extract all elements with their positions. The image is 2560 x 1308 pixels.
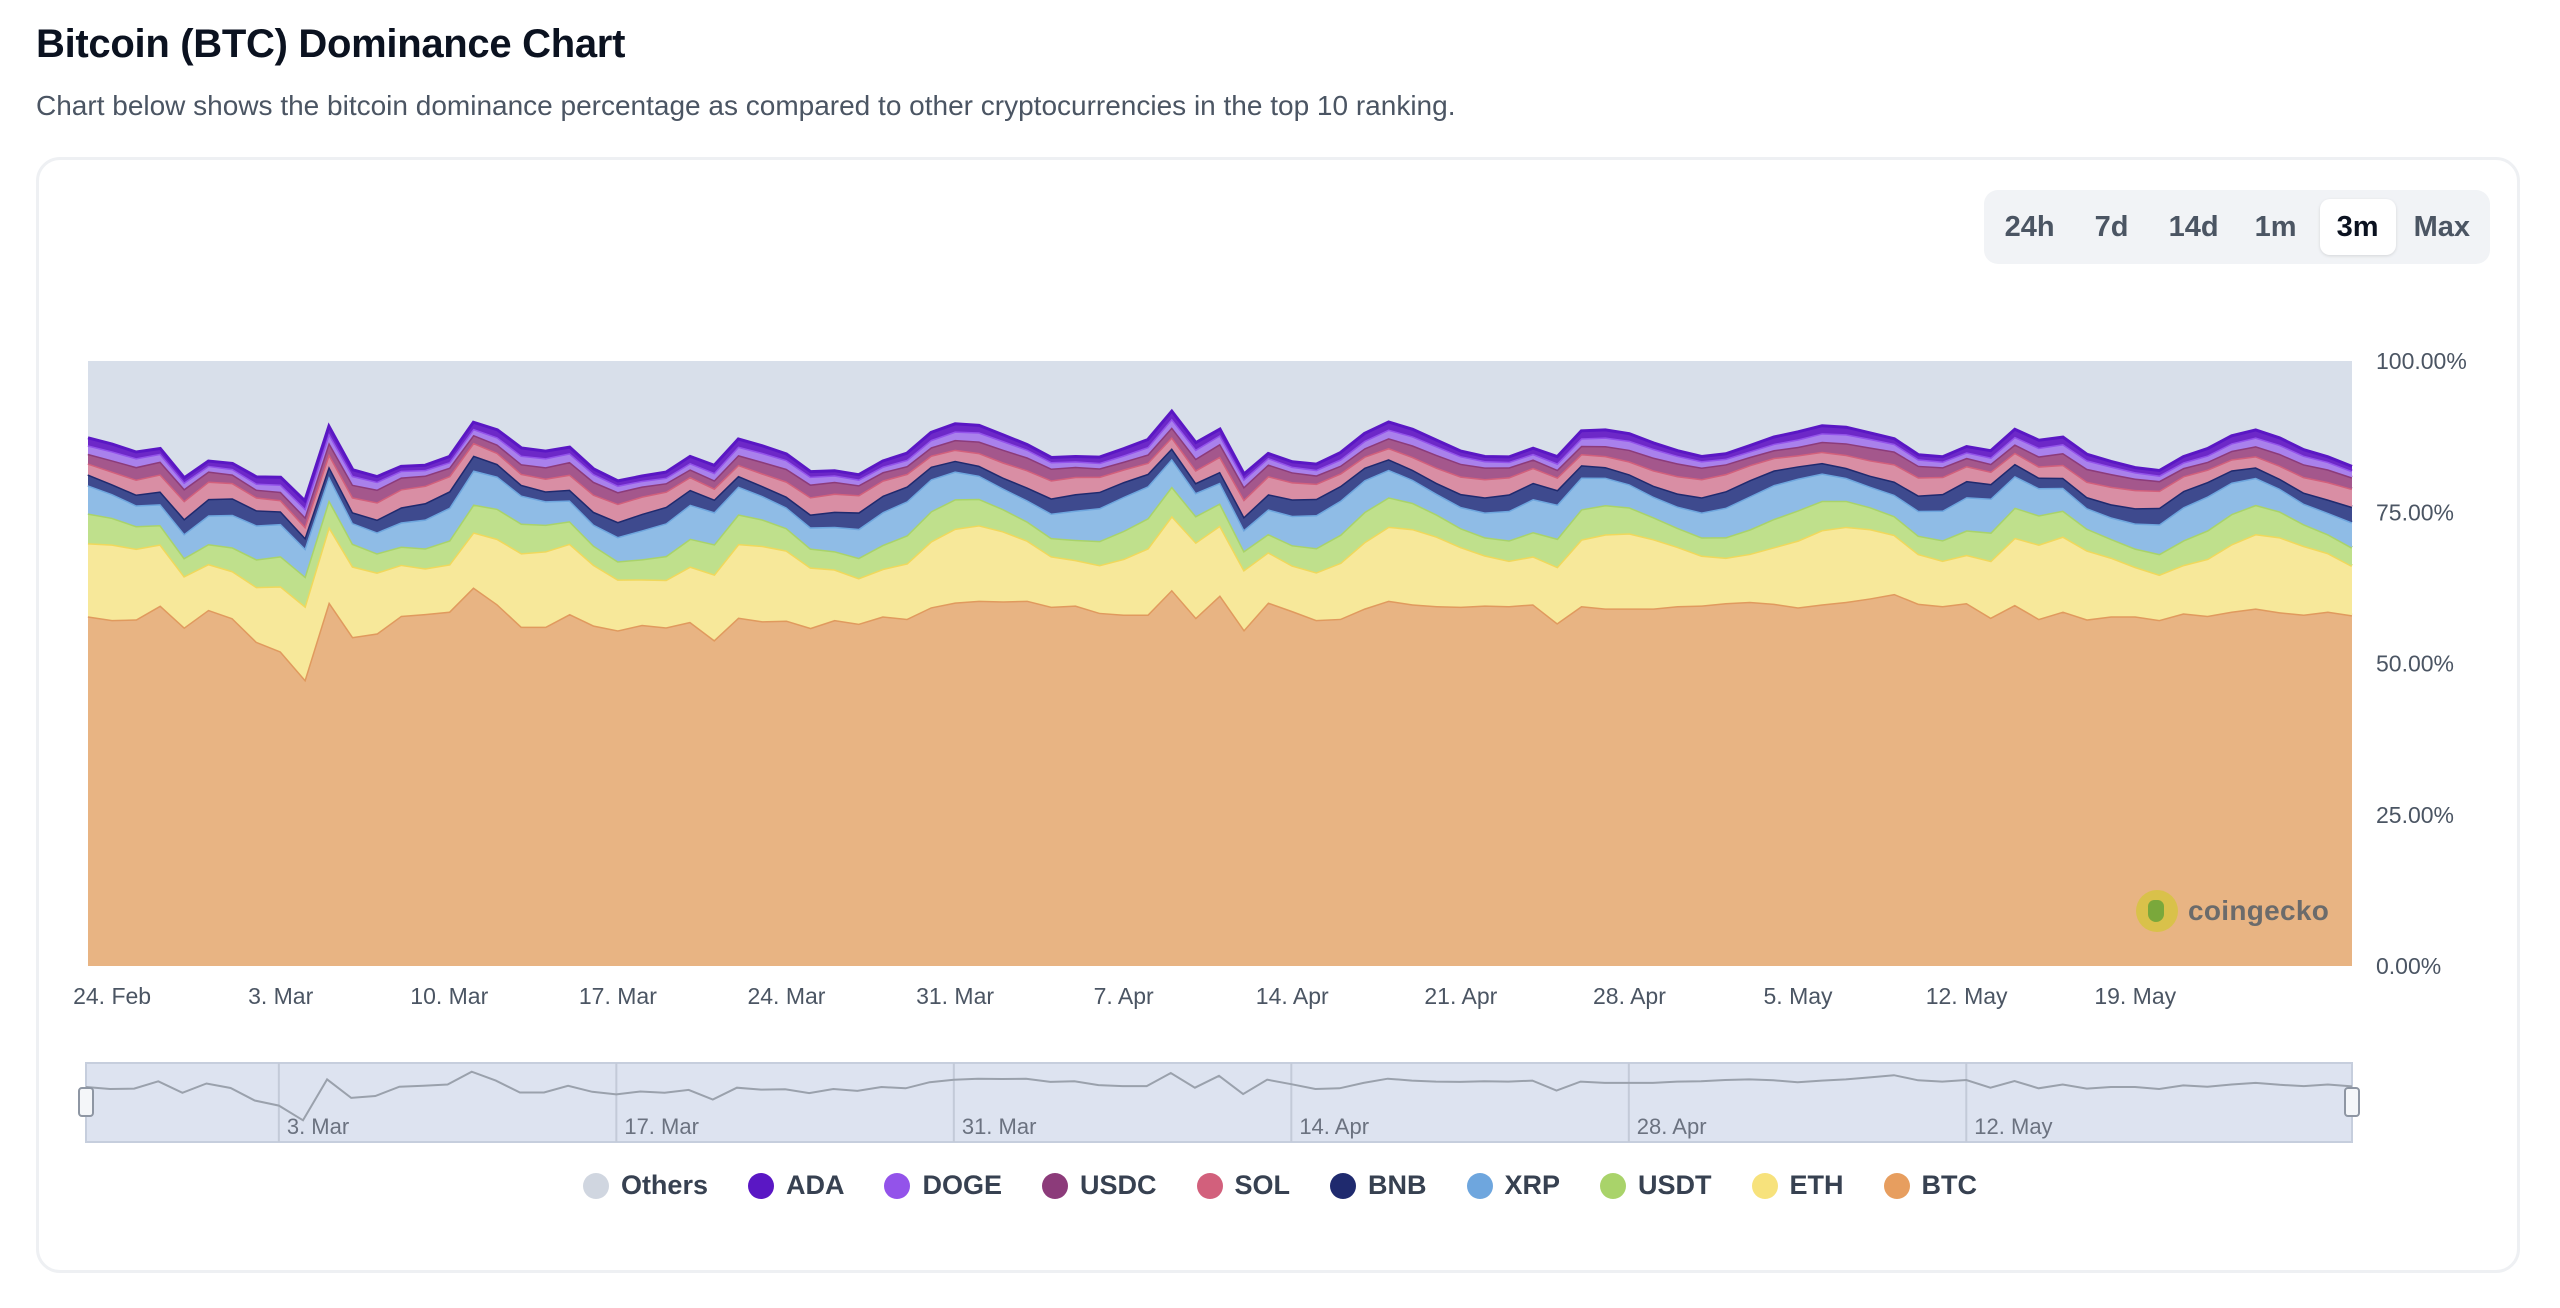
time-range-selector: 24h 7d 14d 1m 3m Max — [1983, 190, 2490, 264]
legend-label: ADA — [785, 1170, 845, 1200]
page-subtitle: Chart below shows the bitcoin dominance … — [36, 90, 1456, 121]
legend-swatch-icon — [1041, 1172, 1068, 1199]
coingecko-logo-icon — [2136, 890, 2178, 932]
legend-swatch-icon — [1466, 1172, 1493, 1199]
legend-swatch-icon — [1883, 1172, 1910, 1199]
y-tick-label: 100.00% — [2376, 348, 2467, 374]
navigator-tick-label: 3. Mar — [287, 1114, 349, 1139]
legend-item-usdc[interactable]: USDC — [1041, 1170, 1157, 1201]
navigator-tick-label: 31. Mar — [962, 1114, 1037, 1139]
legend-label: DOGE — [922, 1170, 1002, 1200]
navigator-tick-label: 14. Apr — [1299, 1114, 1369, 1139]
range-14d-button[interactable]: 14d — [2156, 199, 2232, 255]
range-1m-button[interactable]: 1m — [2238, 199, 2314, 255]
y-axis-ticks: 0.00% 25.00% 50.00% 75.00% 100.00% — [2376, 348, 2467, 979]
legend-item-others[interactable]: Others — [582, 1170, 708, 1201]
series-area-btc[interactable] — [88, 587, 2352, 966]
legend-label: Others — [620, 1170, 708, 1200]
y-tick-label: 75.00% — [2376, 499, 2454, 525]
legend-swatch-icon — [582, 1172, 609, 1199]
legend-item-eth[interactable]: ETH — [1751, 1170, 1844, 1201]
range-24h-button[interactable]: 24h — [1992, 199, 2068, 255]
x-axis-ticks: 24. Feb 3. Mar 10. Mar 17. Mar 24. Mar 31. Ma… — [73, 983, 2177, 1009]
legend-label: XRP — [1504, 1170, 1561, 1200]
x-tick-label: 24. Feb — [73, 983, 151, 1009]
series-area-usdt[interactable] — [88, 486, 2352, 606]
x-tick-label: 5. May — [1764, 983, 1834, 1009]
plot-area-series — [87, 361, 2353, 966]
series-area-doge[interactable] — [88, 418, 2352, 517]
range-navigator: 3. Mar 17. Mar 31. Mar 14. Apr 28. Apr 12. Ma… — [78, 1062, 2360, 1143]
range-7d-button[interactable]: 7d — [2074, 199, 2150, 255]
legend-swatch-icon — [1751, 1172, 1778, 1199]
x-tick-label: 28. Apr — [1593, 983, 1666, 1009]
series-area-bnb[interactable] — [88, 448, 2352, 549]
legend-label: BTC — [1921, 1170, 1978, 1200]
series-area-usdc[interactable] — [88, 427, 2352, 527]
legend-item-ada[interactable]: ADA — [747, 1170, 845, 1201]
legend-label: SOL — [1234, 1170, 1291, 1200]
legend-swatch-icon — [1196, 1172, 1223, 1199]
page-title: Bitcoin (BTC) Dominance Chart — [36, 22, 626, 66]
legend-swatch-icon — [747, 1172, 774, 1199]
coingecko-watermark: coingecko — [2136, 890, 2329, 932]
legend-label: USDC — [1079, 1170, 1157, 1200]
legend-item-xrp[interactable]: XRP — [1466, 1170, 1561, 1201]
navigator-tick-label: 17. Mar — [624, 1114, 699, 1139]
legend-swatch-icon — [884, 1172, 911, 1199]
legend-item-bnb[interactable]: BNB — [1330, 1170, 1427, 1201]
y-tick-label: 0.00% — [2376, 953, 2441, 979]
legend-item-doge[interactable]: DOGE — [884, 1170, 1002, 1201]
series-area-eth[interactable] — [88, 515, 2352, 680]
series-area-xrp[interactable] — [88, 458, 2352, 577]
range-max-button[interactable]: Max — [2402, 199, 2482, 255]
chart-legend: Others ADA DOGE USDC SOL BNB XRP USDT ETH BTC — [0, 1170, 2560, 1201]
navigator-tick-label: 28. Apr — [1637, 1114, 1707, 1139]
series-area-others[interactable] — [88, 361, 2352, 501]
x-tick-label: 14. Apr — [1256, 983, 1329, 1009]
x-tick-label: 31. Mar — [916, 983, 994, 1009]
legend-label: ETH — [1789, 1170, 1844, 1200]
x-tick-label: 3. Mar — [248, 983, 314, 1009]
series-line-ada — [87, 408, 2353, 504]
watermark-text: coingecko — [2188, 895, 2330, 926]
navigator-right-handle[interactable] — [2344, 1087, 2360, 1117]
legend-item-usdt[interactable]: USDT — [1600, 1170, 1712, 1201]
legend-swatch-icon — [1600, 1172, 1627, 1199]
y-tick-label: 50.00% — [2376, 651, 2454, 677]
range-3m-button[interactable]: 3m — [2319, 199, 2396, 255]
dominance-chart[interactable]: 0.00% 25.00% 50.00% 75.00% 100.00% 24. Feb 3.… — [0, 0, 2560, 1160]
legend-label: BNB — [1368, 1170, 1427, 1200]
legend-swatch-icon — [1330, 1172, 1357, 1199]
x-tick-label: 10. Mar — [410, 983, 488, 1009]
navigator-left-handle[interactable] — [78, 1087, 94, 1117]
x-tick-label: 24. Mar — [747, 983, 825, 1009]
x-tick-label: 19. May — [2094, 983, 2176, 1009]
x-tick-label: 12. May — [1926, 983, 2008, 1009]
series-area-sol[interactable] — [88, 437, 2352, 538]
navigator-tick-label: 12. May — [1974, 1114, 2052, 1139]
x-tick-label: 17. Mar — [579, 983, 657, 1009]
legend-item-btc[interactable]: BTC — [1883, 1170, 1978, 1201]
legend-label: USDT — [1638, 1170, 1712, 1200]
navigator-series-line — [85, 1070, 2353, 1122]
x-tick-label: 7. Apr — [1094, 983, 1154, 1009]
y-tick-label: 25.00% — [2376, 802, 2454, 828]
x-tick-label: 21. Apr — [1424, 983, 1497, 1009]
legend-item-sol[interactable]: SOL — [1196, 1170, 1291, 1201]
